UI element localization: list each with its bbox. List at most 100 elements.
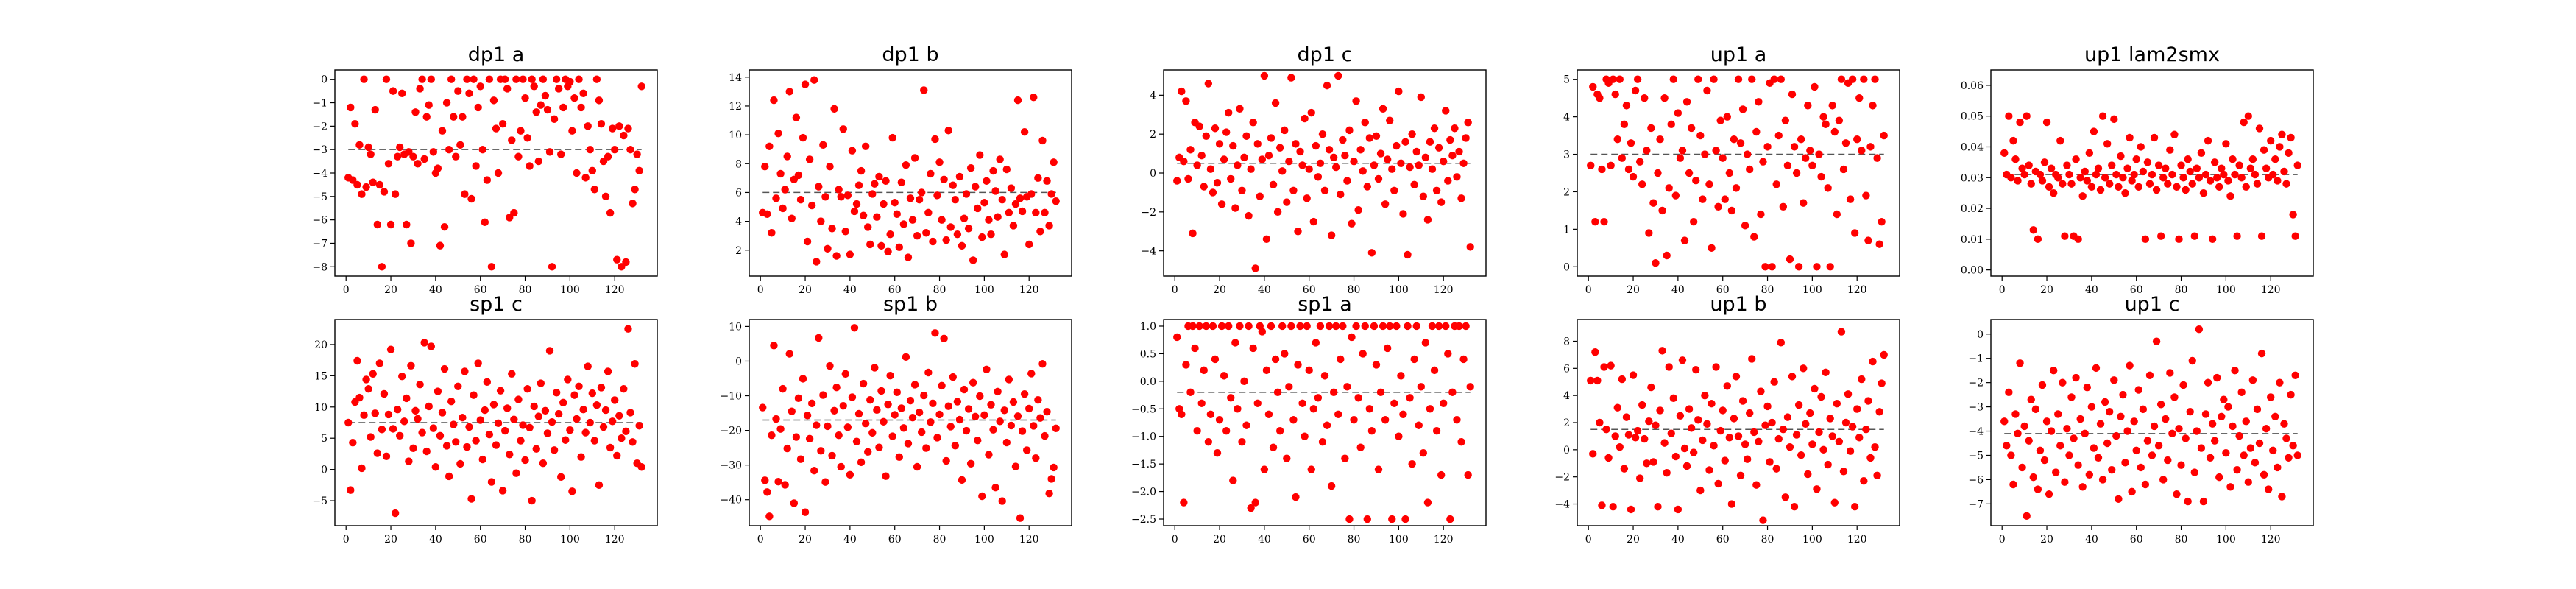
data-point — [476, 416, 484, 424]
data-point — [1356, 146, 1365, 154]
data-point — [597, 384, 606, 392]
data-point — [530, 82, 538, 91]
data-point — [2005, 388, 2013, 397]
data-point — [832, 252, 841, 260]
data-point — [2007, 451, 2015, 459]
y-tick-label: 10 — [729, 130, 742, 141]
data-point — [474, 359, 482, 367]
data-point — [951, 196, 960, 204]
data-point — [1464, 119, 1472, 127]
x-tick-label: 120 — [605, 284, 625, 296]
data-point — [1047, 475, 1055, 483]
data-point — [857, 166, 866, 175]
data-point — [2235, 161, 2243, 169]
data-point — [575, 382, 583, 390]
y-tick-label: 6 — [735, 187, 742, 199]
data-point — [2269, 170, 2277, 179]
data-point — [1721, 195, 1729, 203]
data-point — [846, 470, 854, 479]
data-point — [2148, 170, 2156, 179]
data-point — [1689, 217, 1698, 226]
data-point — [837, 193, 845, 201]
data-point — [496, 387, 505, 395]
data-point — [2038, 381, 2047, 389]
data-point — [1786, 255, 1794, 264]
data-point — [375, 180, 384, 189]
data-point — [2119, 390, 2127, 399]
data-point — [815, 334, 823, 342]
data-point — [398, 373, 406, 381]
data-point — [991, 484, 999, 492]
scatter-panel: up1 a 0 20 40 60 80 100 120 0 1 2 3 4 5 — [1563, 43, 1900, 296]
data-point — [1034, 174, 1042, 183]
data-point — [2096, 420, 2105, 428]
data-point — [613, 451, 621, 460]
data-point — [1325, 322, 1334, 331]
data-point — [839, 125, 847, 133]
data-point — [2280, 420, 2288, 428]
data-point — [362, 375, 370, 384]
x-tick-label: 80 — [1761, 284, 1774, 296]
data-point — [1817, 392, 1825, 401]
data-point — [452, 152, 460, 161]
data-point — [1604, 454, 1613, 462]
data-point — [801, 508, 810, 516]
data-point — [2023, 112, 2031, 120]
data-point — [2094, 164, 2103, 172]
data-point — [1678, 147, 1687, 155]
data-point — [1294, 228, 1302, 236]
data-point — [1186, 146, 1195, 154]
data-point — [622, 258, 630, 267]
y-tick-label: 2 — [735, 245, 742, 257]
data-point — [526, 162, 534, 170]
data-point — [1348, 219, 1356, 228]
data-point — [528, 496, 536, 505]
data-point — [2072, 373, 2080, 382]
data-point — [2186, 407, 2194, 416]
data-point — [2177, 461, 2185, 469]
y-tick-label: −2 — [312, 121, 328, 133]
data-point — [526, 423, 534, 431]
data-point — [996, 155, 1004, 163]
data-point — [1296, 322, 1304, 331]
data-point — [2042, 118, 2051, 127]
data-point — [964, 405, 973, 413]
data-point — [1287, 74, 1295, 82]
data-point — [1444, 177, 1452, 185]
data-point — [884, 247, 892, 255]
data-point — [817, 217, 825, 225]
data-point — [1862, 426, 1870, 434]
data-point — [1211, 124, 1220, 133]
data-point — [1804, 470, 1812, 479]
data-point — [1278, 322, 1287, 331]
data-point — [1359, 167, 1367, 175]
data-point — [2282, 180, 2290, 188]
data-point — [904, 253, 913, 261]
y-tick-label: −5 — [312, 495, 328, 507]
data-point — [2067, 393, 2076, 401]
x-tick-label: 100 — [1389, 284, 1409, 296]
x-tick-label: 0 — [343, 284, 350, 296]
data-point — [1692, 365, 1700, 374]
data-point — [1631, 86, 1640, 95]
data-point — [347, 103, 355, 112]
data-point — [2045, 490, 2053, 498]
data-point — [386, 345, 395, 353]
data-point — [2251, 459, 2260, 467]
data-point — [933, 434, 941, 442]
data-point — [1415, 421, 1423, 429]
data-point — [1613, 135, 1621, 144]
data-point — [942, 236, 950, 244]
data-point — [1806, 409, 1814, 417]
data-point — [897, 404, 906, 412]
data-point — [1763, 143, 1772, 151]
data-point — [848, 147, 857, 155]
data-point — [1596, 94, 1604, 102]
data-point — [884, 401, 892, 409]
data-point — [1705, 466, 1713, 474]
data-point — [2016, 359, 2024, 367]
data-point — [906, 194, 915, 202]
data-point — [1692, 176, 1700, 185]
data-point — [1211, 355, 1220, 364]
data-point — [2056, 442, 2064, 450]
